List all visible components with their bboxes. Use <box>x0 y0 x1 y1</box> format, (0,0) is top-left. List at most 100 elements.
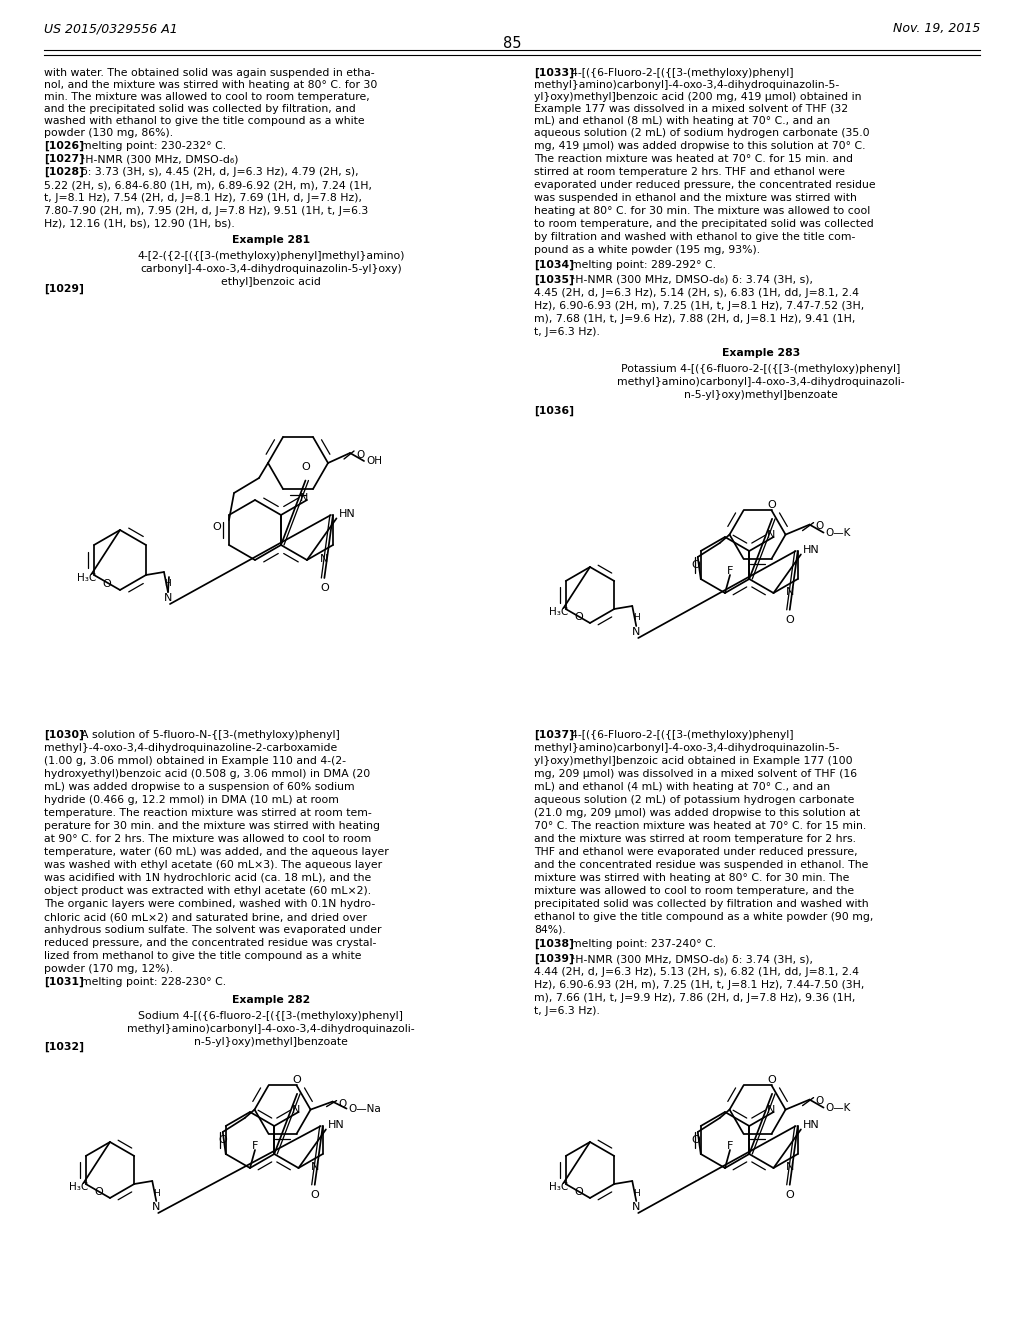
Text: Hz), 6.90-6.93 (2H, m), 7.25 (1H, t, J=8.1 Hz), 7.44-7.50 (3H,: Hz), 6.90-6.93 (2H, m), 7.25 (1H, t, J=8… <box>534 979 864 990</box>
Text: [1026]: [1026] <box>44 141 84 152</box>
Text: O: O <box>691 560 700 570</box>
Text: O: O <box>293 1074 301 1085</box>
Text: O: O <box>574 611 584 622</box>
Text: Sodium 4-[({6-fluoro-2-[({[3-(methyloxy)phenyl]: Sodium 4-[({6-fluoro-2-[({[3-(methyloxy)… <box>138 1011 403 1020</box>
Text: N: N <box>767 529 775 540</box>
Text: aqueous solution (2 mL) of sodium hydrogen carbonate (35.0: aqueous solution (2 mL) of sodium hydrog… <box>534 128 869 139</box>
Text: chloric acid (60 mL×2) and saturated brine, and dried over: chloric acid (60 mL×2) and saturated bri… <box>44 912 367 921</box>
Text: H: H <box>153 1188 160 1197</box>
Text: mL) was added dropwise to a suspension of 60% sodium: mL) was added dropwise to a suspension o… <box>44 781 354 792</box>
Text: US 2015/0329556 A1: US 2015/0329556 A1 <box>44 22 178 36</box>
Text: [1027]: [1027] <box>44 154 84 164</box>
Text: temperature, water (60 mL) was added, and the aqueous layer: temperature, water (60 mL) was added, an… <box>44 847 389 857</box>
Text: 84%).: 84%). <box>534 925 565 935</box>
Text: ethanol to give the title compound as a white powder (90 mg,: ethanol to give the title compound as a … <box>534 912 873 921</box>
Text: [1032]: [1032] <box>44 1041 84 1052</box>
Text: mixture was stirred with heating at 80° C. for 30 min. The: mixture was stirred with heating at 80° … <box>534 873 849 883</box>
Text: Example 281: Example 281 <box>232 235 310 246</box>
Text: O: O <box>815 1096 823 1106</box>
Text: Example 282: Example 282 <box>231 995 310 1005</box>
Text: stirred at room temperature 2 hrs. THF and ethanol were: stirred at room temperature 2 hrs. THF a… <box>534 168 845 177</box>
Text: δ: 3.73 (3H, s), 4.45 (2H, d, J=6.3 Hz), 4.79 (2H, s),: δ: 3.73 (3H, s), 4.45 (2H, d, J=6.3 Hz),… <box>68 168 359 177</box>
Text: Nov. 19, 2015: Nov. 19, 2015 <box>893 22 980 36</box>
Text: N: N <box>632 627 640 638</box>
Text: 85: 85 <box>503 36 521 51</box>
Text: 7.80-7.90 (2H, m), 7.95 (2H, d, J=7.8 Hz), 9.51 (1H, t, J=6.3: 7.80-7.90 (2H, m), 7.95 (2H, d, J=7.8 Hz… <box>44 206 369 216</box>
Text: O: O <box>213 521 221 532</box>
Text: carbonyl]-4-oxo-3,4-dihydroquinazolin-5-yl}oxy): carbonyl]-4-oxo-3,4-dihydroquinazolin-5-… <box>140 264 401 275</box>
Text: F: F <box>727 1140 733 1151</box>
Text: O: O <box>319 583 329 593</box>
Text: [1030]: [1030] <box>44 730 84 741</box>
Text: O: O <box>785 615 794 624</box>
Text: t, J=6.3 Hz).: t, J=6.3 Hz). <box>534 327 600 337</box>
Text: n-5-yl}oxy)methyl]benzoate: n-5-yl}oxy)methyl]benzoate <box>684 389 838 400</box>
Text: HN: HN <box>803 545 819 556</box>
Text: 4.44 (2H, d, J=6.3 Hz), 5.13 (2H, s), 6.82 (1H, dd, J=8.1, 2.4: 4.44 (2H, d, J=6.3 Hz), 5.13 (2H, s), 6.… <box>534 968 859 977</box>
Text: at 90° C. for 2 hrs. The mixture was allowed to cool to room: at 90° C. for 2 hrs. The mixture was all… <box>44 834 372 843</box>
Text: N: N <box>632 1203 640 1212</box>
Text: melting point: 230-232° C.: melting point: 230-232° C. <box>68 141 226 150</box>
Text: Hz), 6.90-6.93 (2H, m), 7.25 (1H, t, J=8.1 Hz), 7.47-7.52 (3H,: Hz), 6.90-6.93 (2H, m), 7.25 (1H, t, J=8… <box>534 301 864 312</box>
Text: [1034]: [1034] <box>534 260 574 271</box>
Text: O: O <box>310 1189 319 1200</box>
Text: O: O <box>94 1187 103 1197</box>
Text: H₃C: H₃C <box>550 1181 568 1192</box>
Text: mg, 209 μmol) was dissolved in a mixed solvent of THF (16: mg, 209 μmol) was dissolved in a mixed s… <box>534 770 857 779</box>
Text: temperature. The reaction mixture was stirred at room tem-: temperature. The reaction mixture was st… <box>44 808 372 818</box>
Text: powder (170 mg, 12%).: powder (170 mg, 12%). <box>44 964 173 974</box>
Text: mL) and ethanol (8 mL) with heating at 70° C., and an: mL) and ethanol (8 mL) with heating at 7… <box>534 116 830 125</box>
Text: Example 283: Example 283 <box>722 348 800 358</box>
Text: nol, and the mixture was stirred with heating at 80° C. for 30: nol, and the mixture was stirred with he… <box>44 81 378 90</box>
Text: pound as a white powder (195 mg, 93%).: pound as a white powder (195 mg, 93%). <box>534 246 760 255</box>
Text: (21.0 mg, 209 μmol) was added dropwise to this solution at: (21.0 mg, 209 μmol) was added dropwise t… <box>534 808 860 818</box>
Text: 4.45 (2H, d, J=6.3 Hz), 5.14 (2H, s), 6.83 (1H, dd, J=8.1, 2.4: 4.45 (2H, d, J=6.3 Hz), 5.14 (2H, s), 6.… <box>534 288 859 298</box>
Text: N: N <box>164 593 172 603</box>
Text: n-5-yl}oxy)methyl]benzoate: n-5-yl}oxy)methyl]benzoate <box>195 1038 348 1047</box>
Text: O: O <box>768 1074 776 1085</box>
Text: ¹H-NMR (300 MHz, DMSO-d₆): ¹H-NMR (300 MHz, DMSO-d₆) <box>68 154 239 164</box>
Text: mL) and ethanol (4 mL) with heating at 70° C., and an: mL) and ethanol (4 mL) with heating at 7… <box>534 781 830 792</box>
Text: [1028]: [1028] <box>44 168 84 177</box>
Text: [1029]: [1029] <box>44 284 84 294</box>
Text: ¹H-NMR (300 MHz, DMSO-d₆) δ: 3.74 (3H, s),: ¹H-NMR (300 MHz, DMSO-d₆) δ: 3.74 (3H, s… <box>557 954 813 964</box>
Text: hydroxyethyl)benzoic acid (0.508 g, 3.06 mmol) in DMA (20: hydroxyethyl)benzoic acid (0.508 g, 3.06… <box>44 770 371 779</box>
Text: methyl}-4-oxo-3,4-dihydroquinazoline-2-carboxamide: methyl}-4-oxo-3,4-dihydroquinazoline-2-c… <box>44 743 337 752</box>
Text: N: N <box>767 1105 775 1115</box>
Text: [1036]: [1036] <box>534 407 574 416</box>
Text: and the concentrated residue was suspended in ethanol. The: and the concentrated residue was suspend… <box>534 861 868 870</box>
Text: methyl}amino)carbonyl]-4-oxo-3,4-dihydroquinazoli-: methyl}amino)carbonyl]-4-oxo-3,4-dihydro… <box>127 1024 415 1034</box>
Text: powder (130 mg, 86%).: powder (130 mg, 86%). <box>44 128 173 139</box>
Text: O: O <box>356 450 365 459</box>
Text: reduced pressure, and the concentrated residue was crystal-: reduced pressure, and the concentrated r… <box>44 939 377 948</box>
Text: [1039]: [1039] <box>534 954 573 965</box>
Text: The organic layers were combined, washed with 0.1N hydro-: The organic layers were combined, washed… <box>44 899 375 909</box>
Text: was washed with ethyl acetate (60 mL×3). The aqueous layer: was washed with ethyl acetate (60 mL×3).… <box>44 861 382 870</box>
Text: hydride (0.466 g, 12.2 mmol) in DMA (10 mL) at room: hydride (0.466 g, 12.2 mmol) in DMA (10 … <box>44 795 339 805</box>
Text: HN: HN <box>339 510 355 519</box>
Text: m), 7.66 (1H, t, J=9.9 Hz), 7.86 (2H, d, J=7.8 Hz), 9.36 (1H,: m), 7.66 (1H, t, J=9.9 Hz), 7.86 (2H, d,… <box>534 993 855 1003</box>
Text: OH: OH <box>366 455 382 466</box>
Text: N: N <box>785 1162 794 1172</box>
Text: F: F <box>727 566 733 576</box>
Text: O: O <box>574 1187 584 1197</box>
Text: N: N <box>152 1203 161 1212</box>
Text: methyl}amino)carbonyl]-4-oxo-3,4-dihydroquinazolin-5-: methyl}amino)carbonyl]-4-oxo-3,4-dihydro… <box>534 81 840 90</box>
Text: with water. The obtained solid was again suspended in etha-: with water. The obtained solid was again… <box>44 69 375 78</box>
Text: lized from methanol to give the title compound as a white: lized from methanol to give the title co… <box>44 950 361 961</box>
Text: perature for 30 min. and the mixture was stirred with heating: perature for 30 min. and the mixture was… <box>44 821 380 832</box>
Text: O: O <box>815 520 823 531</box>
Text: H: H <box>633 614 640 623</box>
Text: methyl}amino)carbonyl]-4-oxo-3,4-dihydroquinazoli-: methyl}amino)carbonyl]-4-oxo-3,4-dihydro… <box>617 378 905 387</box>
Text: [1033]: [1033] <box>534 69 574 78</box>
Text: O—K: O—K <box>825 1102 851 1113</box>
Text: The reaction mixture was heated at 70° C. for 15 min. and: The reaction mixture was heated at 70° C… <box>534 154 853 164</box>
Text: melting point: 228-230° C.: melting point: 228-230° C. <box>68 977 226 987</box>
Text: 4-[({6-Fluoro-2-[({[3-(methyloxy)phenyl]: 4-[({6-Fluoro-2-[({[3-(methyloxy)phenyl] <box>557 730 794 741</box>
Text: t, J=8.1 Hz), 7.54 (2H, d, J=8.1 Hz), 7.69 (1H, d, J=7.8 Hz),: t, J=8.1 Hz), 7.54 (2H, d, J=8.1 Hz), 7.… <box>44 193 362 203</box>
Text: N: N <box>785 587 794 597</box>
Text: ¹H-NMR (300 MHz, DMSO-d₆) δ: 3.74 (3H, s),: ¹H-NMR (300 MHz, DMSO-d₆) δ: 3.74 (3H, s… <box>557 275 813 285</box>
Text: O—Na: O—Na <box>348 1104 381 1114</box>
Text: (1.00 g, 3.06 mmol) obtained in Example 110 and 4-(2-: (1.00 g, 3.06 mmol) obtained in Example … <box>44 756 346 766</box>
Text: N: N <box>292 1105 300 1115</box>
